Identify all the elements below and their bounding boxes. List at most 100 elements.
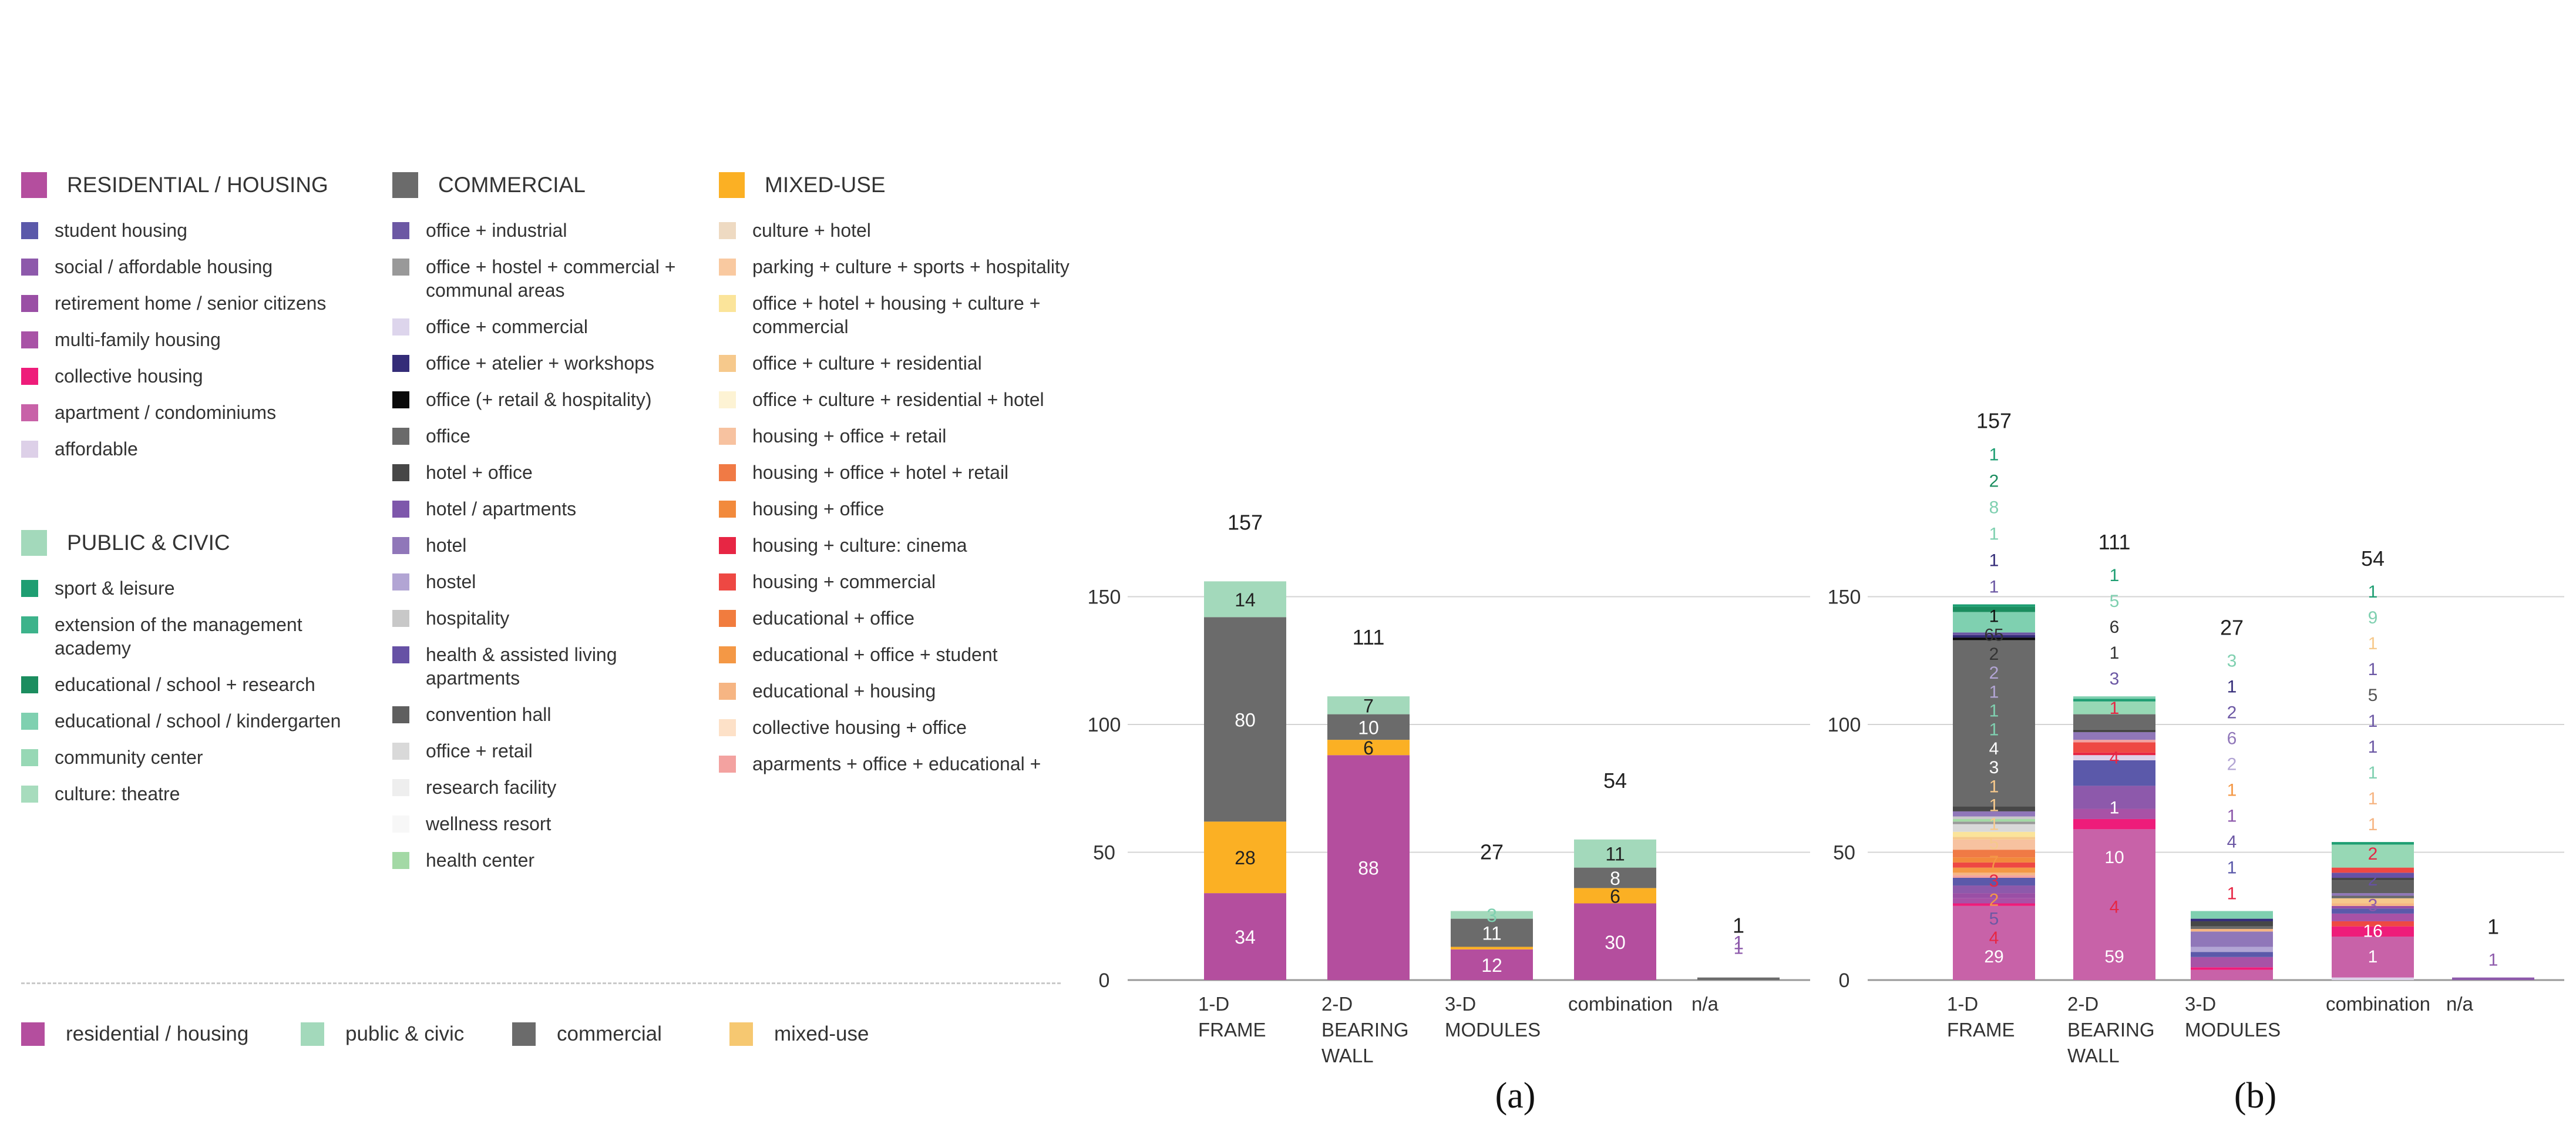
bar-segment: [2073, 729, 2155, 733]
x-tick-label: 3-D MODULES: [1445, 993, 1541, 1041]
legend-item: social / affordable housing: [21, 255, 374, 279]
bar-segment: [1953, 862, 2035, 868]
legend-item-label: housing + culture: cinema: [752, 535, 967, 556]
legend-item-swatch: [21, 713, 38, 730]
legend-item: housing + office + retail: [719, 424, 1071, 448]
legend-item-label: office + retail: [426, 740, 533, 761]
legend-item-swatch: [392, 646, 409, 663]
legend-item: wellness resort: [392, 812, 698, 836]
legend-item-swatch: [719, 222, 736, 239]
legend-item: affordable: [21, 437, 374, 461]
bar-segment: [1953, 905, 2035, 980]
bar-total-label: 157: [1976, 409, 2012, 433]
bar-total-label: 1: [2487, 915, 2499, 939]
bar-segment: [2191, 918, 2273, 921]
bar-data-label: 59: [2104, 947, 2124, 967]
bar-data-label: 1: [2368, 712, 2378, 731]
bar-data-label: 3: [1487, 905, 1497, 926]
legend-item-swatch: [719, 501, 736, 518]
legend-item-label: housing + commercial: [752, 571, 936, 592]
legend-item-label: educational + housing: [752, 680, 936, 702]
bar-data-label: 10: [1358, 717, 1379, 738]
legend-item-swatch: [719, 428, 736, 445]
legend-item-label: office + commercial: [426, 316, 588, 337]
legend-item-label: educational + office + student: [752, 644, 998, 665]
legend-item-label: hospitality: [426, 608, 510, 629]
legend-item-swatch: [21, 580, 38, 597]
bar-segment: [1953, 640, 2035, 807]
bar-data-label: 1: [1989, 777, 1999, 796]
bar-segment: [2073, 760, 2155, 786]
legend-item-label: housing + office + retail: [752, 425, 947, 447]
x-tick-label: 1-D FRAME: [1198, 993, 1266, 1041]
legend-item-swatch: [392, 816, 409, 833]
legend-item-swatch: [719, 355, 736, 372]
bar-data-label: 11: [1605, 844, 1625, 865]
legend-group-public-civic: PUBLIC & CIVIC sport & leisure extension o…: [21, 522, 374, 806]
bar-segment: [2191, 952, 2273, 957]
legend-item-label: student housing: [55, 220, 187, 241]
legend-group-header: PUBLIC & CIVIC: [21, 522, 374, 563]
legend-item-swatch: [21, 676, 38, 693]
bar-data-label: 1: [2368, 582, 2378, 602]
bar-total-label: 111: [2099, 530, 2131, 554]
legend-item-swatch: [719, 295, 736, 312]
bar-segment: [1953, 811, 2035, 817]
legend-group-title: MIXED-USE: [765, 173, 886, 197]
bar-data-label: 1: [1733, 932, 1744, 954]
legend-item: office + retail: [392, 739, 698, 763]
legend-item: housing + office + hotel + retail: [719, 461, 1071, 484]
legend-item-label: collective housing + office: [752, 717, 967, 738]
legend-item: aparments + office + educational +: [719, 752, 1071, 776]
bottom-legend-item: commercial: [512, 1022, 729, 1046]
bar-data-label: 7: [1989, 853, 1999, 872]
bar-data-label: 4: [2110, 897, 2120, 917]
bar-segment: [1953, 606, 2035, 612]
legend-item-swatch: [719, 259, 736, 276]
bottom-legend-swatch: [21, 1022, 45, 1046]
bar-data-label: 1: [2227, 858, 2237, 878]
bar-data-label: 8: [1989, 498, 1999, 518]
bar-data-label: 3: [1989, 758, 1999, 777]
bar-data-label: 2: [1989, 890, 1999, 910]
bar-segment: [1953, 612, 2035, 633]
bar-data-label: 2: [1989, 663, 1999, 683]
legend-item: collective housing: [21, 364, 374, 388]
bar-data-label: 1: [2227, 677, 2237, 697]
bar-data-label: 1: [1734, 939, 1744, 958]
bar-data-label: 1: [2110, 643, 2120, 663]
legend-item-swatch: [392, 706, 409, 723]
bar-segment: [2073, 808, 2155, 819]
legend-item-label: hotel / apartments: [426, 498, 577, 519]
legend-item-swatch: [719, 573, 736, 591]
legend-item: housing + culture: cinema: [719, 534, 1071, 557]
bar-segment: [1204, 821, 1286, 894]
legend-item-label: wellness resort: [426, 813, 551, 834]
y-tick-label: 0: [1839, 969, 1850, 992]
legend-item: educational + office: [719, 606, 1071, 630]
legend-item-swatch: [21, 295, 38, 312]
legend-item-label: health center: [426, 850, 535, 871]
legend-item-swatch: [392, 391, 409, 408]
x-tick-label: 3-D MODULES: [2185, 993, 2281, 1041]
bar-segment: [2073, 786, 2155, 809]
bar-data-label: 1: [1989, 720, 1999, 740]
legend-column: COMMERCIAL office + industrial office + ho…: [392, 165, 698, 885]
bar-data-label: 6: [1610, 885, 1620, 907]
bar-data-label: 2: [2227, 755, 2237, 774]
bar-data-label: 1: [2368, 660, 2378, 679]
x-tick-label: n/a: [1691, 993, 1719, 1015]
bar-segment: [1451, 947, 1533, 950]
bar-data-label: 5: [2368, 686, 2378, 705]
bar-data-label: 28: [1235, 847, 1256, 868]
bottom-legend-item: mixed-use: [729, 1022, 882, 1046]
legend-item-label: convention hall: [426, 704, 551, 725]
bar-segment: [1574, 888, 1656, 904]
bar-data-label: 6: [2110, 618, 2120, 637]
bar-total-label: 157: [1228, 510, 1263, 534]
legend-item-label: office + culture + residential: [752, 353, 982, 374]
legend-group-residential-housing: RESIDENTIAL / HOUSING student housing soci…: [21, 165, 374, 461]
legend-group-commercial: COMMERCIAL office + industrial office + ho…: [392, 165, 698, 872]
legend-item-swatch: [21, 616, 38, 633]
legend-group-header: MIXED-USE: [719, 165, 1071, 206]
